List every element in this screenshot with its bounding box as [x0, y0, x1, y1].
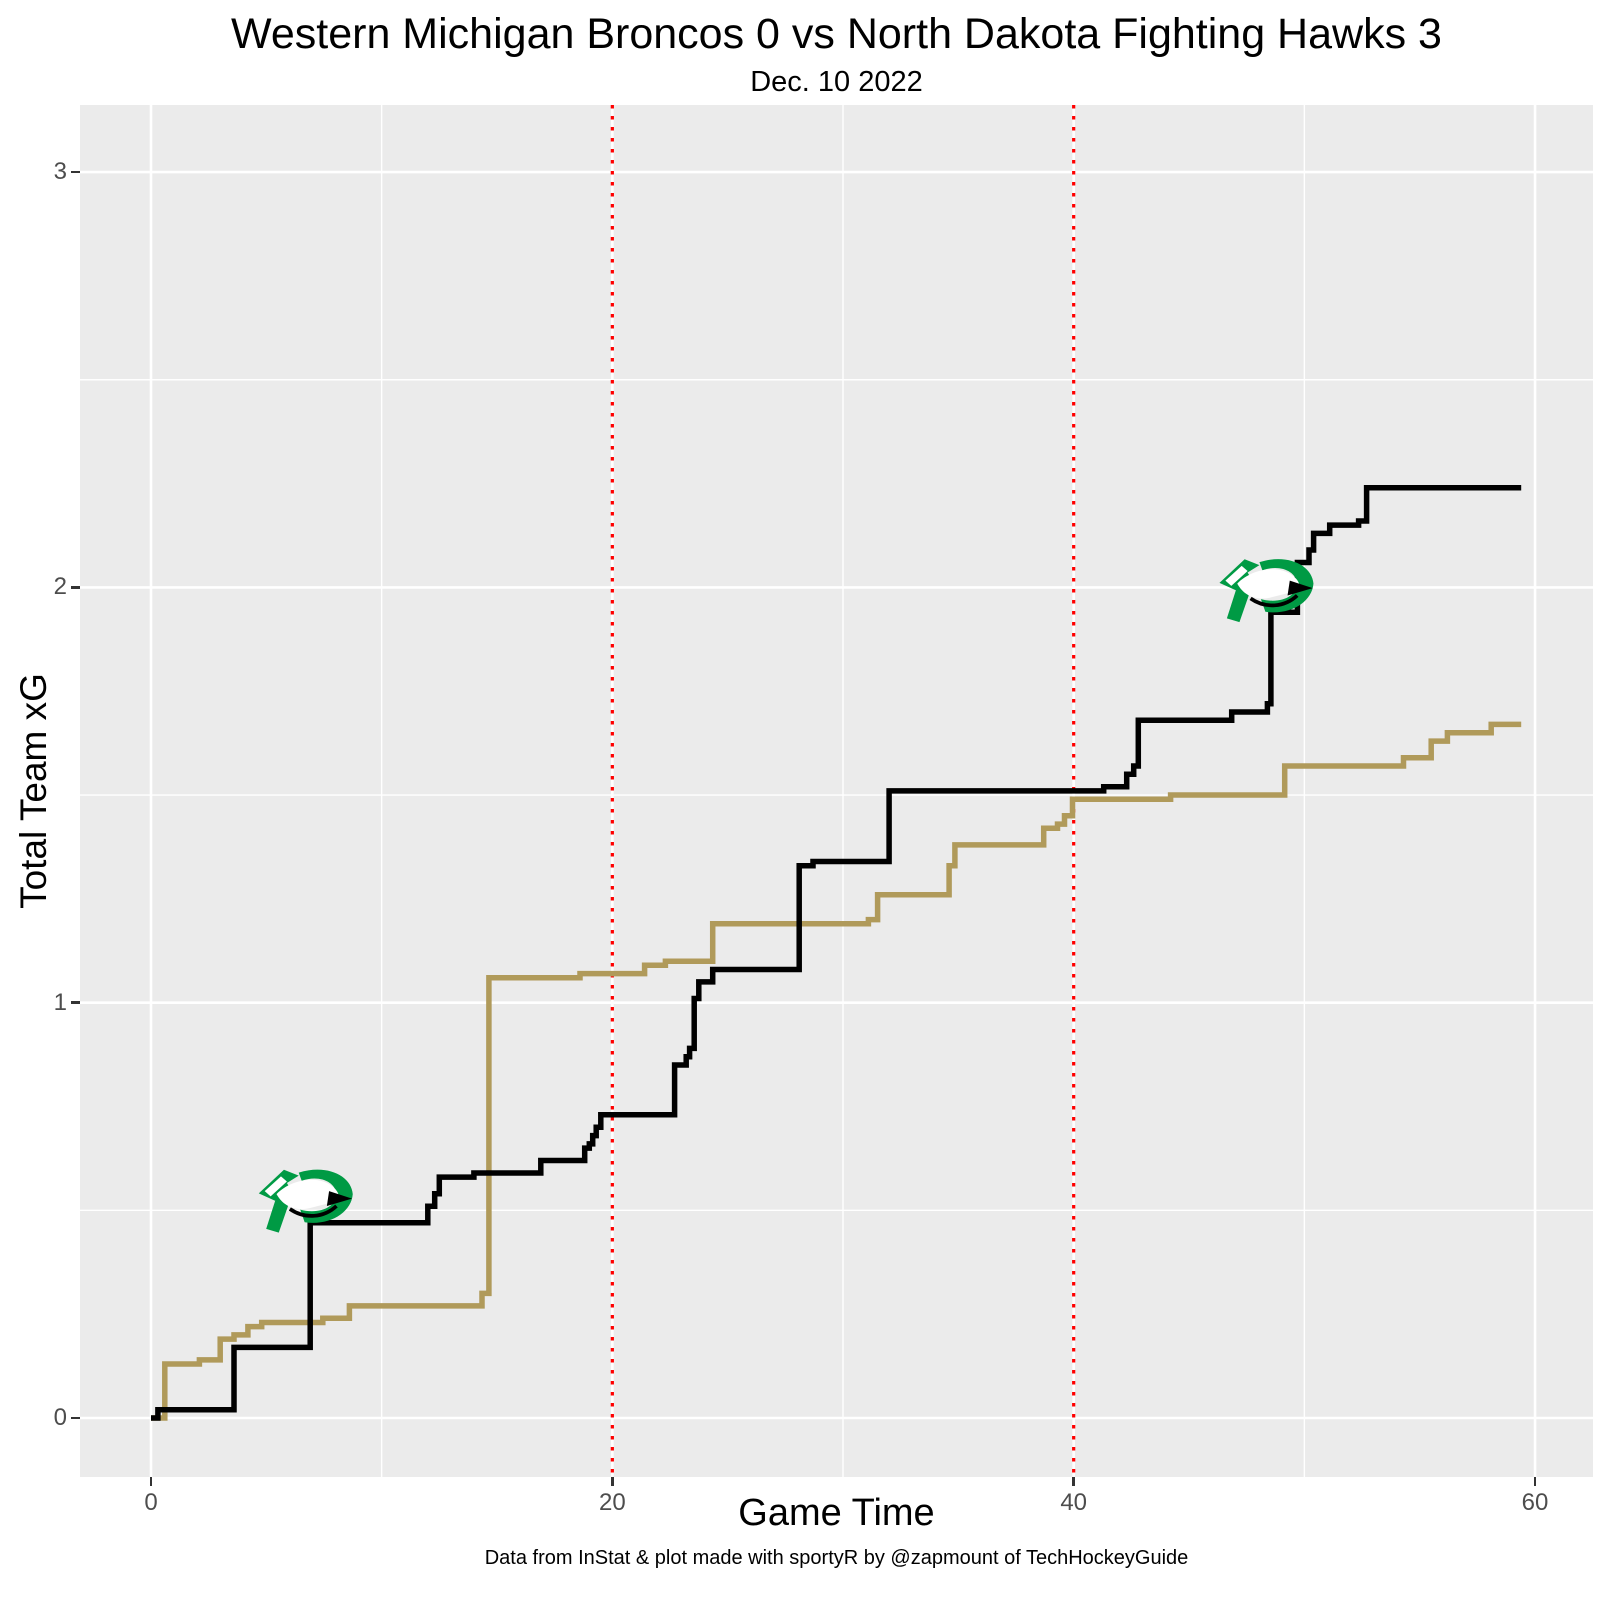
xg-line-north-dakota — [151, 484, 1522, 1421]
y-tick-mark — [71, 1001, 80, 1004]
caption: Data from InStat & plot made with sporty… — [484, 1547, 1189, 1569]
y-tick-mark — [71, 586, 80, 589]
chart-canvas — [80, 105, 1593, 1477]
y-tick-label: 1 — [53, 988, 67, 1016]
y-tick-mark — [71, 1416, 80, 1420]
x-tick-mark — [1072, 1477, 1075, 1486]
goal-markers — [256, 557, 1316, 1235]
chart-subtitle: Dec. 10 2022 — [750, 66, 923, 98]
x-tick-mark — [149, 1477, 153, 1486]
y-tick-label: 0 — [53, 1404, 67, 1431]
chart-title: Western Michigan Broncos 0 vs North Dako… — [231, 10, 1442, 58]
y-tick-label: 3 — [53, 158, 67, 186]
x-tick-label: 60 — [1521, 1489, 1549, 1516]
y-axis-title: Total Team xG — [13, 673, 54, 909]
x-tick-mark — [1533, 1477, 1537, 1486]
x-tick-label: 20 — [598, 1489, 626, 1516]
y-tick-mark — [71, 170, 80, 174]
xg-line-western-michigan — [151, 721, 1522, 1421]
plot-panel — [80, 105, 1593, 1477]
x-tick-mark — [611, 1477, 614, 1486]
xg-step-lines — [151, 484, 1522, 1421]
x-tick-label: 40 — [1060, 1489, 1088, 1516]
x-axis-title: Game Time — [738, 1492, 935, 1534]
gridlines — [80, 105, 1593, 1477]
x-tick-label: 0 — [144, 1489, 158, 1516]
y-tick-label: 2 — [53, 573, 67, 601]
